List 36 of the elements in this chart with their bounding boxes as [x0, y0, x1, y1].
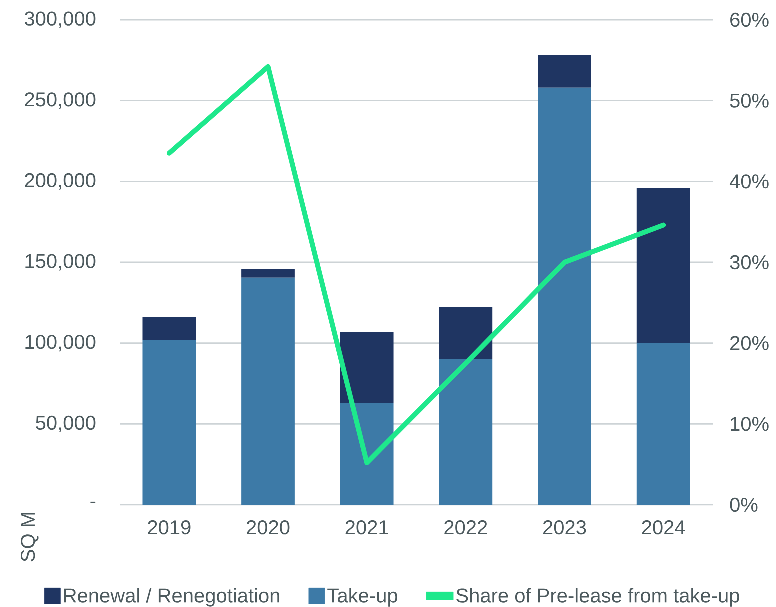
bar	[142, 340, 196, 505]
y-tick-label: 100,000	[26, 335, 96, 352]
bar	[538, 56, 592, 88]
y-tick-label: 300,000	[24, 12, 96, 28]
x-tick-label: 2021	[346, 520, 388, 535]
y2-tick-label: 20%	[730, 336, 769, 350]
bar	[439, 359, 493, 505]
legend-label: Renewal / Renegotiation	[64, 588, 280, 607]
y-tick-label: 50,000	[36, 416, 96, 432]
bar	[636, 188, 690, 344]
bar	[142, 317, 196, 340]
y2-tick-label: 50%	[730, 94, 769, 108]
y2-tick-label: 40%	[730, 174, 769, 189]
bar	[242, 268, 295, 278]
x-tick-label: 2024	[642, 520, 686, 535]
bar	[636, 343, 690, 505]
y-tick-label: 250,000	[25, 92, 96, 110]
y2-tick-label: 0%	[730, 498, 758, 512]
y-tick-label: 200,000	[25, 173, 96, 190]
x-tick-label: 2019	[148, 520, 191, 535]
bar	[340, 403, 394, 505]
y2-tick-label: 30%	[730, 255, 769, 270]
bar	[538, 88, 592, 505]
y-tick-label: 150,000	[26, 254, 96, 271]
y-tick-label: -	[90, 502, 96, 504]
x-tick-label: 2022	[444, 520, 488, 535]
bar	[439, 306, 493, 360]
legend-label: Take-up	[328, 588, 398, 607]
legend-label: Share of Pre-lease from take-up	[456, 588, 740, 607]
bar	[242, 278, 295, 505]
bar	[340, 332, 394, 404]
y2-tick-label: 60%	[730, 12, 769, 28]
y-axis-title: SQ M	[21, 513, 39, 562]
x-tick-label: 2023	[544, 520, 586, 535]
x-tick-label: 2020	[247, 520, 290, 535]
y2-tick-label: 10%	[731, 417, 769, 432]
